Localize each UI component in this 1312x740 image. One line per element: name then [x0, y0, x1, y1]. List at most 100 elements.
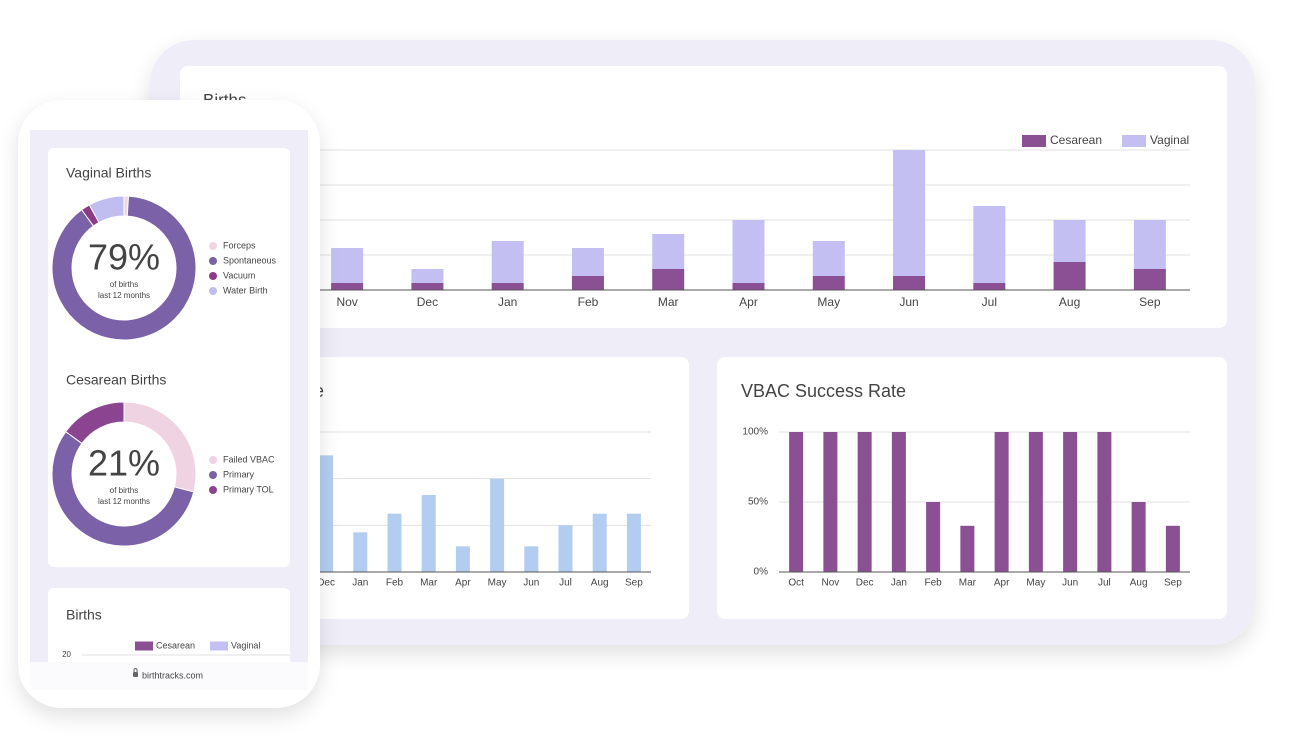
- x-tick-label: Mar: [420, 578, 438, 589]
- bar: [490, 478, 505, 572]
- bar-segment: [893, 276, 926, 290]
- bar-segment: [1053, 220, 1086, 262]
- x-tick-label: Jun: [1062, 578, 1078, 589]
- chart-title: Vaginal Births: [66, 165, 151, 181]
- bar-segment: [812, 276, 845, 290]
- bar: [994, 432, 1009, 572]
- bar-segment: [973, 206, 1006, 283]
- bar: [789, 432, 804, 572]
- x-tick-label: Jan: [352, 578, 368, 589]
- bar-segment: [893, 150, 926, 276]
- bar-segment: [973, 283, 1006, 290]
- x-tick-label: Feb: [386, 578, 404, 589]
- legend-dot: [209, 486, 217, 494]
- bar-segment: [1133, 220, 1166, 269]
- y-tick-label: 20: [62, 650, 71, 659]
- x-tick-label: Aug: [1130, 578, 1148, 589]
- donut-segment: [51, 195, 197, 341]
- x-tick-label: Apr: [994, 578, 1010, 589]
- card: [48, 588, 290, 662]
- chart-title: Births: [66, 607, 102, 623]
- legend-swatch: [210, 641, 229, 651]
- phone-charts: Vaginal Births Forceps Spontaneous Vacuum Wa…: [51, 165, 290, 659]
- phone: Vaginal Births Forceps Spontaneous Vacuum Wa…: [18, 100, 320, 708]
- bar: [1097, 432, 1112, 572]
- lock-icon: [133, 668, 138, 672]
- bar-segment: [491, 283, 524, 290]
- bar-segment: [411, 283, 444, 290]
- x-tick-label: Jan: [891, 578, 907, 589]
- x-tick-label: Jun: [899, 295, 918, 309]
- center-value: 21%: [88, 443, 160, 484]
- x-tick-label: Aug: [591, 578, 609, 589]
- bar-segment: [331, 283, 364, 290]
- x-tick-label: Apr: [739, 295, 758, 309]
- x-tick-label: Nov: [821, 578, 839, 589]
- bar-segment: [1133, 269, 1166, 290]
- browser-bar: [30, 662, 308, 690]
- legend-label: Water Birth: [223, 285, 268, 295]
- bar: [926, 502, 941, 572]
- bar: [891, 432, 906, 572]
- legend-label: Vacuum: [223, 270, 255, 280]
- donut-segment: [51, 430, 195, 547]
- bar: [387, 513, 402, 572]
- bar-segment: [732, 220, 765, 283]
- bar: [592, 513, 607, 572]
- bar: [1165, 525, 1180, 572]
- center-caption: of births: [110, 280, 138, 289]
- bar: [1063, 432, 1078, 572]
- card: [180, 66, 1227, 328]
- x-tick-label: Mar: [959, 578, 977, 589]
- legend-label: Vaginal: [1150, 133, 1189, 147]
- legend-dot: [209, 456, 217, 464]
- legend-dot: [209, 287, 217, 295]
- bar: [626, 513, 641, 572]
- bar-segment: [331, 248, 364, 283]
- bar-segment: [652, 234, 685, 269]
- legend-swatch: [1122, 135, 1147, 147]
- lock-icon: [133, 672, 138, 677]
- y-tick-label: 50%: [748, 497, 768, 508]
- bar: [1028, 432, 1043, 572]
- center-value: 79%: [88, 237, 160, 278]
- bar: [960, 525, 975, 572]
- x-tick-label: May: [817, 295, 840, 309]
- x-tick-label: Jan: [498, 295, 517, 309]
- bar: [558, 525, 573, 572]
- card: [48, 148, 290, 567]
- legend-label: Forceps: [223, 240, 256, 250]
- legend-label: Failed VBAC: [223, 454, 275, 464]
- x-tick-label: Jul: [982, 295, 997, 309]
- legend-dot: [209, 242, 217, 250]
- bar-segment: [411, 269, 444, 283]
- bar: [353, 532, 368, 572]
- bar-segment: [732, 283, 765, 290]
- x-tick-label: Dec: [417, 295, 438, 309]
- legend-label: Cesarean: [1050, 133, 1102, 147]
- y-tick-label: 100%: [742, 427, 768, 438]
- legend-label: Vaginal: [231, 640, 260, 650]
- url: birthtracks.com: [142, 670, 203, 680]
- bar: [1131, 502, 1146, 572]
- legend-label: Cesarean: [156, 640, 195, 650]
- bar-segment: [652, 269, 685, 290]
- x-tick-label: Sep: [625, 578, 643, 589]
- bar: [421, 495, 436, 572]
- x-tick-label: Jul: [1098, 578, 1111, 589]
- bar: [823, 432, 838, 572]
- legend-dot: [209, 272, 217, 280]
- legend-swatch: [1022, 135, 1046, 147]
- x-tick-label: Sep: [1139, 295, 1161, 309]
- bar-segment: [491, 241, 524, 283]
- bar: [524, 546, 539, 572]
- x-tick-label: Aug: [1059, 295, 1080, 309]
- bar-segment: [1053, 262, 1086, 290]
- phone-content: Vaginal Births Forceps Spontaneous Vacuum Wa…: [48, 148, 290, 662]
- y-tick-label: 0%: [754, 567, 769, 578]
- bar: [319, 455, 334, 572]
- bar-segment: [571, 248, 604, 276]
- x-tick-label: May: [488, 578, 507, 589]
